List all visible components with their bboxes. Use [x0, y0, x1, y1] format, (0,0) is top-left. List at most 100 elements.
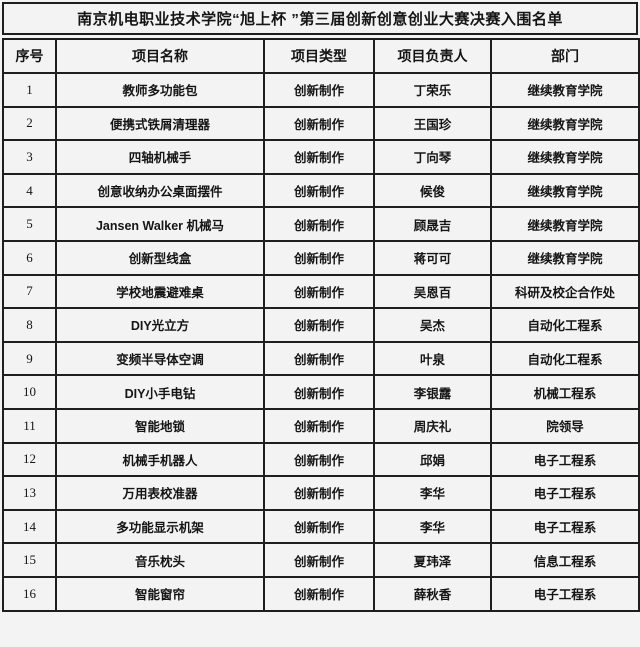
project-name-cell: 智能地锁 — [55, 407, 265, 444]
dept-cell: 机械工程系 — [490, 374, 640, 410]
project-name-cell: 便携式铁屑清理器 — [55, 105, 265, 142]
table-row: 9 变频半导体空调 创新制作 叶泉 自动化工程系 — [2, 340, 640, 377]
project-type-cell: 创新制作 — [263, 172, 375, 209]
table-row: 12 机械手机器人 创新制作 邱娟 电子工程系 — [2, 441, 640, 478]
table-row: 13 万用表校准器 创新制作 李华 电子工程系 — [2, 475, 640, 511]
project-name-cell: 学校地震避难桌 — [55, 273, 265, 310]
table-row: 10 DIY小手电钻 创新制作 李银露 机械工程系 — [2, 374, 640, 410]
project-name-cell: DIY光立方 — [55, 307, 265, 343]
project-type-cell: 创新制作 — [263, 239, 375, 276]
project-type-cell: 创新制作 — [263, 72, 375, 108]
leader-cell: 周庆礼 — [373, 407, 492, 444]
project-name-cell: 教师多功能包 — [55, 72, 265, 108]
dept-cell: 自动化工程系 — [490, 340, 640, 377]
project-type-cell: 创新制作 — [263, 307, 375, 343]
leader-cell: 叶泉 — [373, 340, 492, 377]
leader-cell: 李银露 — [373, 374, 492, 410]
leader-cell: 候俊 — [373, 172, 492, 209]
dept-cell: 继续教育学院 — [490, 206, 640, 242]
leader-cell: 李华 — [373, 475, 492, 511]
project-type-cell: 创新制作 — [263, 542, 375, 578]
project-name-cell: DIY小手电钻 — [55, 374, 265, 410]
dept-cell: 电子工程系 — [490, 441, 640, 478]
project-type-cell: 创新制作 — [263, 407, 375, 444]
project-name-cell: 机械手机器人 — [55, 441, 265, 478]
dept-cell: 继续教育学院 — [490, 72, 640, 108]
seq-cell: 8 — [2, 307, 57, 343]
seq-cell: 4 — [2, 172, 57, 209]
project-name-cell: 创意收纳办公桌面摆件 — [55, 172, 265, 209]
seq-cell: 14 — [2, 508, 57, 545]
project-type-cell: 创新制作 — [263, 508, 375, 545]
project-name-cell: 多功能显示机架 — [55, 508, 265, 545]
project-type-cell: 创新制作 — [263, 441, 375, 478]
seq-cell: 12 — [2, 441, 57, 478]
leader-cell: 丁向琴 — [373, 139, 492, 175]
table-row: 4 创意收纳办公桌面摆件 创新制作 候俊 继续教育学院 — [2, 172, 640, 209]
dept-cell: 继续教育学院 — [490, 172, 640, 209]
header-type: 项目类型 — [263, 38, 375, 74]
leader-cell: 吴恩百 — [373, 273, 492, 310]
header-dept: 部门 — [490, 38, 640, 74]
seq-cell: 10 — [2, 374, 57, 410]
finalist-table: 序号 项目名称 项目类型 项目负责人 部门 1 教师多功能包 创新制作 丁荣乐 继续教育… — [2, 38, 640, 612]
table-row: 3 四轴机械手 创新制作 丁向琴 继续教育学院 — [2, 139, 640, 175]
table-row: 6 创新型线盒 创新制作 蒋可可 继续教育学院 — [2, 239, 640, 276]
seq-cell: 15 — [2, 542, 57, 578]
table-row: 1 教师多功能包 创新制作 丁荣乐 继续教育学院 — [2, 72, 640, 108]
table-body: 1 教师多功能包 创新制作 丁荣乐 继续教育学院 2 便携式铁屑清理器 创新制作 王国珍 继续教育… — [2, 72, 640, 612]
seq-cell: 16 — [2, 575, 57, 612]
seq-cell: 13 — [2, 475, 57, 511]
project-type-cell: 创新制作 — [263, 475, 375, 511]
seq-cell: 5 — [2, 206, 57, 242]
project-name-cell: 创新型线盒 — [55, 239, 265, 276]
dept-cell: 院领导 — [490, 407, 640, 444]
seq-cell: 2 — [2, 105, 57, 142]
header-leader: 项目负责人 — [373, 38, 492, 74]
dept-cell: 科研及校企合作处 — [490, 273, 640, 310]
seq-cell: 3 — [2, 139, 57, 175]
project-type-cell: 创新制作 — [263, 105, 375, 142]
project-name-cell: 智能窗帘 — [55, 575, 265, 612]
seq-cell: 7 — [2, 273, 57, 310]
dept-cell: 信息工程系 — [490, 542, 640, 578]
leader-cell: 顾晟吉 — [373, 206, 492, 242]
project-type-cell: 创新制作 — [263, 374, 375, 410]
leader-cell: 王国珍 — [373, 105, 492, 142]
seq-cell: 11 — [2, 407, 57, 444]
table-row: 11 智能地锁 创新制作 周庆礼 院领导 — [2, 407, 640, 444]
dept-cell: 电子工程系 — [490, 508, 640, 545]
table-row: 2 便携式铁屑清理器 创新制作 王国珍 继续教育学院 — [2, 105, 640, 142]
project-name-cell: 变频半导体空调 — [55, 340, 265, 377]
table-row: 16 智能窗帘 创新制作 薛秋香 电子工程系 — [2, 575, 640, 612]
seq-cell: 9 — [2, 340, 57, 377]
project-name-cell: 音乐枕头 — [55, 542, 265, 578]
table-row: 7 学校地震避难桌 创新制作 吴恩百 科研及校企合作处 — [2, 273, 640, 310]
seq-cell: 6 — [2, 239, 57, 276]
table-header-row: 序号 项目名称 项目类型 项目负责人 部门 — [2, 38, 640, 74]
dept-cell: 自动化工程系 — [490, 307, 640, 343]
table-row: 8 DIY光立方 创新制作 吴杰 自动化工程系 — [2, 307, 640, 343]
dept-cell: 电子工程系 — [490, 575, 640, 612]
table-row: 14 多功能显示机架 创新制作 李华 电子工程系 — [2, 508, 640, 545]
project-type-cell: 创新制作 — [263, 139, 375, 175]
leader-cell: 蒋可可 — [373, 239, 492, 276]
leader-cell: 薛秋香 — [373, 575, 492, 612]
leader-cell: 邱娟 — [373, 441, 492, 478]
project-type-cell: 创新制作 — [263, 206, 375, 242]
dept-cell: 继续教育学院 — [490, 139, 640, 175]
project-name-cell: Jansen Walker 机械马 — [55, 206, 265, 242]
header-seq: 序号 — [2, 38, 57, 74]
project-type-cell: 创新制作 — [263, 340, 375, 377]
project-name-cell: 万用表校准器 — [55, 475, 265, 511]
page-title: 南京机电职业技术学院“旭上杯 ”第三届创新创意创业大赛决赛入围名单 — [2, 2, 638, 35]
seq-cell: 1 — [2, 72, 57, 108]
leader-cell: 夏玮泽 — [373, 542, 492, 578]
leader-cell: 李华 — [373, 508, 492, 545]
project-name-cell: 四轴机械手 — [55, 139, 265, 175]
table-row: 5 Jansen Walker 机械马 创新制作 顾晟吉 继续教育学院 — [2, 206, 640, 242]
project-type-cell: 创新制作 — [263, 273, 375, 310]
table-row: 15 音乐枕头 创新制作 夏玮泽 信息工程系 — [2, 542, 640, 578]
leader-cell: 丁荣乐 — [373, 72, 492, 108]
